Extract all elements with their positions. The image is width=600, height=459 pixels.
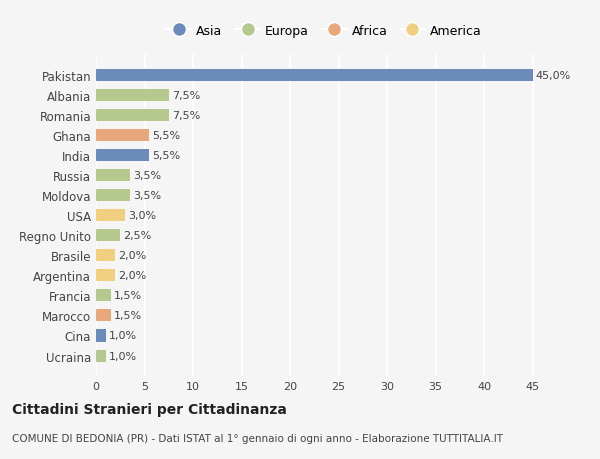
- Text: 2,0%: 2,0%: [118, 271, 146, 281]
- Text: 3,5%: 3,5%: [133, 171, 161, 181]
- Text: 45,0%: 45,0%: [536, 71, 571, 81]
- Text: 1,5%: 1,5%: [113, 291, 142, 301]
- Text: Cittadini Stranieri per Cittadinanza: Cittadini Stranieri per Cittadinanza: [12, 402, 287, 416]
- Bar: [96, 70, 533, 82]
- Text: 3,0%: 3,0%: [128, 211, 156, 221]
- Bar: [96, 350, 106, 362]
- Bar: [96, 210, 125, 222]
- Bar: [96, 170, 130, 182]
- Text: 3,5%: 3,5%: [133, 191, 161, 201]
- Bar: [96, 230, 120, 242]
- Text: 1,0%: 1,0%: [109, 351, 137, 361]
- Text: 5,5%: 5,5%: [152, 151, 181, 161]
- Text: 1,5%: 1,5%: [113, 311, 142, 321]
- Bar: [96, 290, 110, 302]
- Bar: [96, 150, 149, 162]
- Bar: [96, 130, 149, 142]
- Text: COMUNE DI BEDONIA (PR) - Dati ISTAT al 1° gennaio di ogni anno - Elaborazione TU: COMUNE DI BEDONIA (PR) - Dati ISTAT al 1…: [12, 433, 503, 442]
- Bar: [96, 270, 115, 282]
- Text: 7,5%: 7,5%: [172, 91, 200, 101]
- Bar: [96, 310, 110, 322]
- Bar: [96, 190, 130, 202]
- Text: 2,0%: 2,0%: [118, 251, 146, 261]
- Bar: [96, 250, 115, 262]
- Text: 2,5%: 2,5%: [123, 231, 151, 241]
- Text: 1,0%: 1,0%: [109, 331, 137, 341]
- Text: 5,5%: 5,5%: [152, 131, 181, 141]
- Bar: [96, 90, 169, 102]
- Bar: [96, 110, 169, 122]
- Text: 7,5%: 7,5%: [172, 111, 200, 121]
- Legend: Asia, Europa, Africa, America: Asia, Europa, Africa, America: [161, 20, 487, 43]
- Bar: [96, 330, 106, 342]
